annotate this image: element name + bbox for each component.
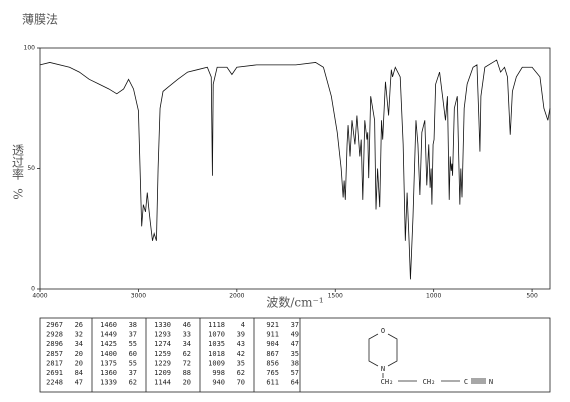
peak-wavenumber: 1070 <box>208 331 225 339</box>
peak-transmittance: 47 <box>291 340 299 348</box>
peak-transmittance: 88 <box>183 369 191 377</box>
y-tick-label: 50 <box>27 165 35 172</box>
peak-wavenumber: 940 <box>212 379 225 387</box>
peak-wavenumber: 1259 <box>154 350 171 358</box>
peak-transmittance: 47 <box>75 379 83 387</box>
peak-wavenumber: 1009 <box>208 359 225 367</box>
peak-transmittance: 35 <box>291 350 299 358</box>
peak-wavenumber: 1375 <box>100 359 117 367</box>
peak-transmittance: 84 <box>75 369 83 377</box>
ring-bond <box>387 333 398 367</box>
peak-wavenumber: 1460 <box>100 321 117 329</box>
peak-wavenumber: 1118 <box>208 321 225 329</box>
chart-title: 薄膜法 <box>22 12 58 27</box>
peak-transmittance: 38 <box>291 359 299 367</box>
plot-frame <box>39 47 551 290</box>
peak-wavenumber: 1229 <box>154 359 171 367</box>
peak-wavenumber: 1425 <box>100 340 117 348</box>
peak-wavenumber: 1274 <box>154 340 171 348</box>
peak-transmittance: 72 <box>183 359 191 367</box>
peak-transmittance: 34 <box>183 340 191 348</box>
peak-wavenumber: 1400 <box>100 350 117 358</box>
peak-transmittance: 26 <box>75 321 83 329</box>
peak-wavenumber: 2928 <box>46 331 63 339</box>
peak-wavenumber: 998 <box>212 369 225 377</box>
peak-transmittance: 62 <box>129 379 137 387</box>
peak-transmittance: 39 <box>237 331 245 339</box>
peak-transmittance: 34 <box>75 340 83 348</box>
peak-transmittance: 20 <box>75 359 83 367</box>
x-tick-label: 500 <box>526 293 538 300</box>
peak-transmittance: 37 <box>129 331 137 339</box>
peak-transmittance: 20 <box>183 379 191 387</box>
y-axis-unit: % <box>11 188 25 199</box>
atom-label: N <box>381 365 385 373</box>
peak-wavenumber: 2896 <box>46 340 63 348</box>
y-axis-label: 透过率 <box>11 144 25 180</box>
peak-transmittance: 43 <box>237 340 245 348</box>
x-tick-label: 3000 <box>131 293 146 300</box>
peak-table-frame <box>39 317 551 393</box>
peak-transmittance: 55 <box>129 359 137 367</box>
peak-wavenumber: 1330 <box>154 321 171 329</box>
atom-label: CH₂ <box>423 378 436 386</box>
atom-label: N <box>489 378 493 386</box>
peak-wavenumber: 2967 <box>46 321 63 329</box>
peak-wavenumber: 1339 <box>100 379 117 387</box>
peak-transmittance: 42 <box>237 350 245 358</box>
peak-transmittance: 46 <box>183 321 191 329</box>
peak-transmittance: 49 <box>291 331 299 339</box>
x-tick-label: 1000 <box>426 293 441 300</box>
y-tick-label: 100 <box>24 45 36 52</box>
peak-transmittance: 70 <box>237 379 245 387</box>
peak-wavenumber: 1018 <box>208 350 225 358</box>
peak-transmittance: 62 <box>183 350 191 358</box>
y-tick-label: 0 <box>31 286 35 293</box>
peak-wavenumber: 2857 <box>46 350 63 358</box>
peak-transmittance: 60 <box>129 350 137 358</box>
peak-transmittance: 57 <box>291 369 299 377</box>
peak-wavenumber: 2817 <box>46 359 63 367</box>
peak-transmittance: 38 <box>129 321 137 329</box>
spectrum-line <box>39 59 551 280</box>
peak-wavenumber: 1144 <box>154 379 171 387</box>
peak-wavenumber: 1449 <box>100 331 117 339</box>
peak-wavenumber: 856 <box>266 359 279 367</box>
atom-label: O <box>381 327 385 335</box>
ring-bond <box>368 333 379 367</box>
peak-wavenumber: 867 <box>266 350 279 358</box>
peak-transmittance: 20 <box>75 350 83 358</box>
peak-transmittance: 55 <box>129 340 137 348</box>
peak-transmittance: 62 <box>237 369 245 377</box>
x-tick-label: 2000 <box>229 293 244 300</box>
peak-wavenumber: 2248 <box>46 379 63 387</box>
peak-transmittance: 35 <box>237 359 245 367</box>
peak-wavenumber: 765 <box>266 369 279 377</box>
peak-wavenumber: 1293 <box>154 331 171 339</box>
peak-wavenumber: 921 <box>266 321 279 329</box>
peak-wavenumber: 2691 <box>46 369 63 377</box>
peak-transmittance: 4 <box>241 321 245 329</box>
x-tick-label: 4000 <box>32 293 47 300</box>
x-axis-label: 波数/cm⁻¹ <box>266 295 323 310</box>
peak-transmittance: 37 <box>129 369 137 377</box>
peak-wavenumber: 611 <box>266 379 279 387</box>
peak-wavenumber: 1209 <box>154 369 171 377</box>
atom-label: C <box>464 378 468 386</box>
peak-wavenumber: 1035 <box>208 340 225 348</box>
atom-label: CH₂ <box>381 378 394 386</box>
peak-transmittance: 37 <box>291 321 299 329</box>
peak-transmittance: 64 <box>291 379 299 387</box>
peak-transmittance: 33 <box>183 331 191 339</box>
peak-wavenumber: 1360 <box>100 369 117 377</box>
peak-wavenumber: 911 <box>266 331 279 339</box>
structure-bonds <box>368 333 486 384</box>
peak-wavenumber: 904 <box>266 340 279 348</box>
x-tick-label: 1500 <box>328 293 343 300</box>
peak-transmittance: 32 <box>75 331 83 339</box>
